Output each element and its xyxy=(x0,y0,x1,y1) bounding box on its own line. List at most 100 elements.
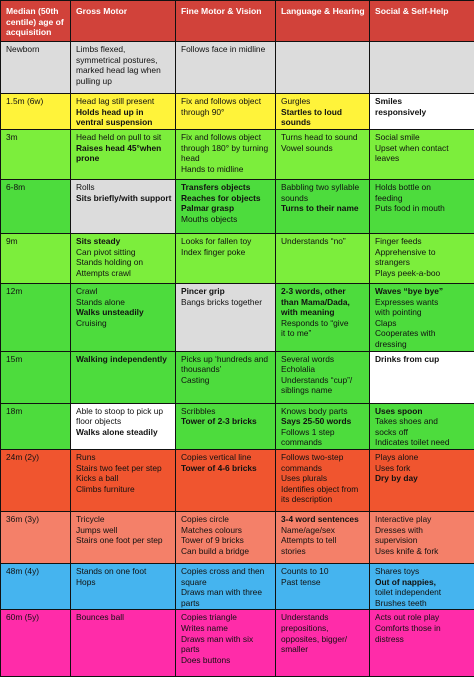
milestone-text: Past tense xyxy=(281,577,366,588)
milestone-text: Acts out role play xyxy=(375,612,471,623)
age-label: 24m (2y) xyxy=(6,452,67,463)
gross-motor-cell: Limbs flexed,symmetrical postures,marked… xyxy=(71,42,176,94)
milestone-text: marked head lag when xyxy=(76,65,172,76)
milestone-text: Copies triangle xyxy=(181,612,272,623)
milestone-text: square xyxy=(181,577,272,588)
milestone-text: Transfers objects xyxy=(181,182,272,193)
milestone-text: Uses knife & fork xyxy=(375,546,471,557)
milestone-text: Attempts crawl xyxy=(76,268,172,279)
header-language-hearing: Language & Hearing xyxy=(276,1,370,42)
age-label: 9m xyxy=(6,236,67,247)
milestone-text: dressing xyxy=(375,339,471,350)
milestone-text: Looks for fallen toy xyxy=(181,236,272,247)
milestone-text: Drinks from cup xyxy=(375,354,471,365)
milestone-text: Cooperates with xyxy=(375,328,471,339)
milestone-text: Does buttons xyxy=(181,655,272,666)
milestone-text: Head lag still present xyxy=(76,96,172,107)
age-cell: 24m (2y) xyxy=(1,449,71,511)
age-label: 48m (4y) xyxy=(6,566,67,577)
age-cell: 3m xyxy=(1,130,71,180)
milestone-text: Smiles xyxy=(375,96,471,107)
milestone-text: Brushes teeth xyxy=(375,598,471,609)
milestone-text: Out of nappies, xyxy=(375,577,471,588)
milestone-text: Claps xyxy=(375,318,471,329)
milestone-text: Takes shoes and xyxy=(375,416,471,427)
milestone-text: Puts food in mouth xyxy=(375,203,471,214)
milestone-text: Runs xyxy=(76,452,172,463)
milestone-text: Knows body parts xyxy=(281,406,366,417)
milestone-text: Stands holding on xyxy=(76,257,172,268)
age-cell: 36m (3y) xyxy=(1,511,71,563)
milestone-text: Copies cross and then xyxy=(181,566,272,577)
milestone-text: it to me” xyxy=(281,328,366,339)
milestone-text: Says 25-50 words xyxy=(281,416,366,427)
milestone-text: thousands’ xyxy=(181,364,272,375)
milestone-text: Follows face in midline xyxy=(181,44,272,55)
age-cell: 12m xyxy=(1,284,71,352)
header-row: Median (50th centile) age of acquisition… xyxy=(1,1,474,42)
milestone-text: Expresses wants xyxy=(375,297,471,308)
milestone-text: Attempts to tell xyxy=(281,535,366,546)
milestone-text: responsively xyxy=(375,107,471,118)
milestone-text: Uses plurals xyxy=(281,473,366,484)
milestone-text: through 180° by turning xyxy=(181,143,272,154)
milestone-text: Draws man with three xyxy=(181,587,272,598)
milestone-text: with pointing xyxy=(375,307,471,318)
milestone-text: with meaning xyxy=(281,307,366,318)
age-label: 3m xyxy=(6,132,67,143)
social-self-help-cell: Drinks from cup xyxy=(370,351,474,403)
milestone-text: Can build a bridge xyxy=(181,546,272,557)
milestone-text: Matches colours xyxy=(181,525,272,536)
milestone-text: Turns head to sound xyxy=(281,132,366,143)
milestone-text: Dry by day xyxy=(375,473,471,484)
milestone-text: Reaches for objects xyxy=(181,193,272,204)
milestone-text: Crawl xyxy=(76,286,172,297)
age-cell: 9m xyxy=(1,234,71,284)
milestone-text: Tower of 4-6 bricks xyxy=(181,463,272,474)
milestone-text: Apprehensive to xyxy=(375,247,471,258)
age-label: 36m (3y) xyxy=(6,514,67,525)
milestone-text: Able to stoop to pick up xyxy=(76,406,172,417)
milestone-text: Understands “no” xyxy=(281,236,366,247)
milestone-text: Turns to their name xyxy=(281,203,366,214)
milestone-text: symmetrical postures, xyxy=(76,55,172,66)
milestone-text: Babbling two syllable xyxy=(281,182,366,193)
milestone-text: Social smile xyxy=(375,132,471,143)
milestone-text: Interactive play xyxy=(375,514,471,525)
milestone-text: Index finger poke xyxy=(181,247,272,258)
milestone-text: Cruising xyxy=(76,318,172,329)
milestone-text: Fix and follows object xyxy=(181,96,272,107)
milestone-text: Follows two-step xyxy=(281,452,366,463)
milestone-text: Scribbles xyxy=(181,406,272,417)
milestone-text: stories xyxy=(281,546,366,557)
age-cell: Newborn xyxy=(1,42,71,94)
milestone-text: Mouths objects xyxy=(181,214,272,225)
milestone-text: leaves xyxy=(375,153,471,164)
milestone-text: parts xyxy=(181,598,272,609)
milestone-text: Sits steady xyxy=(76,236,172,247)
milestone-text: ventral suspension xyxy=(76,117,172,128)
milestone-text: Plays alone xyxy=(375,452,471,463)
